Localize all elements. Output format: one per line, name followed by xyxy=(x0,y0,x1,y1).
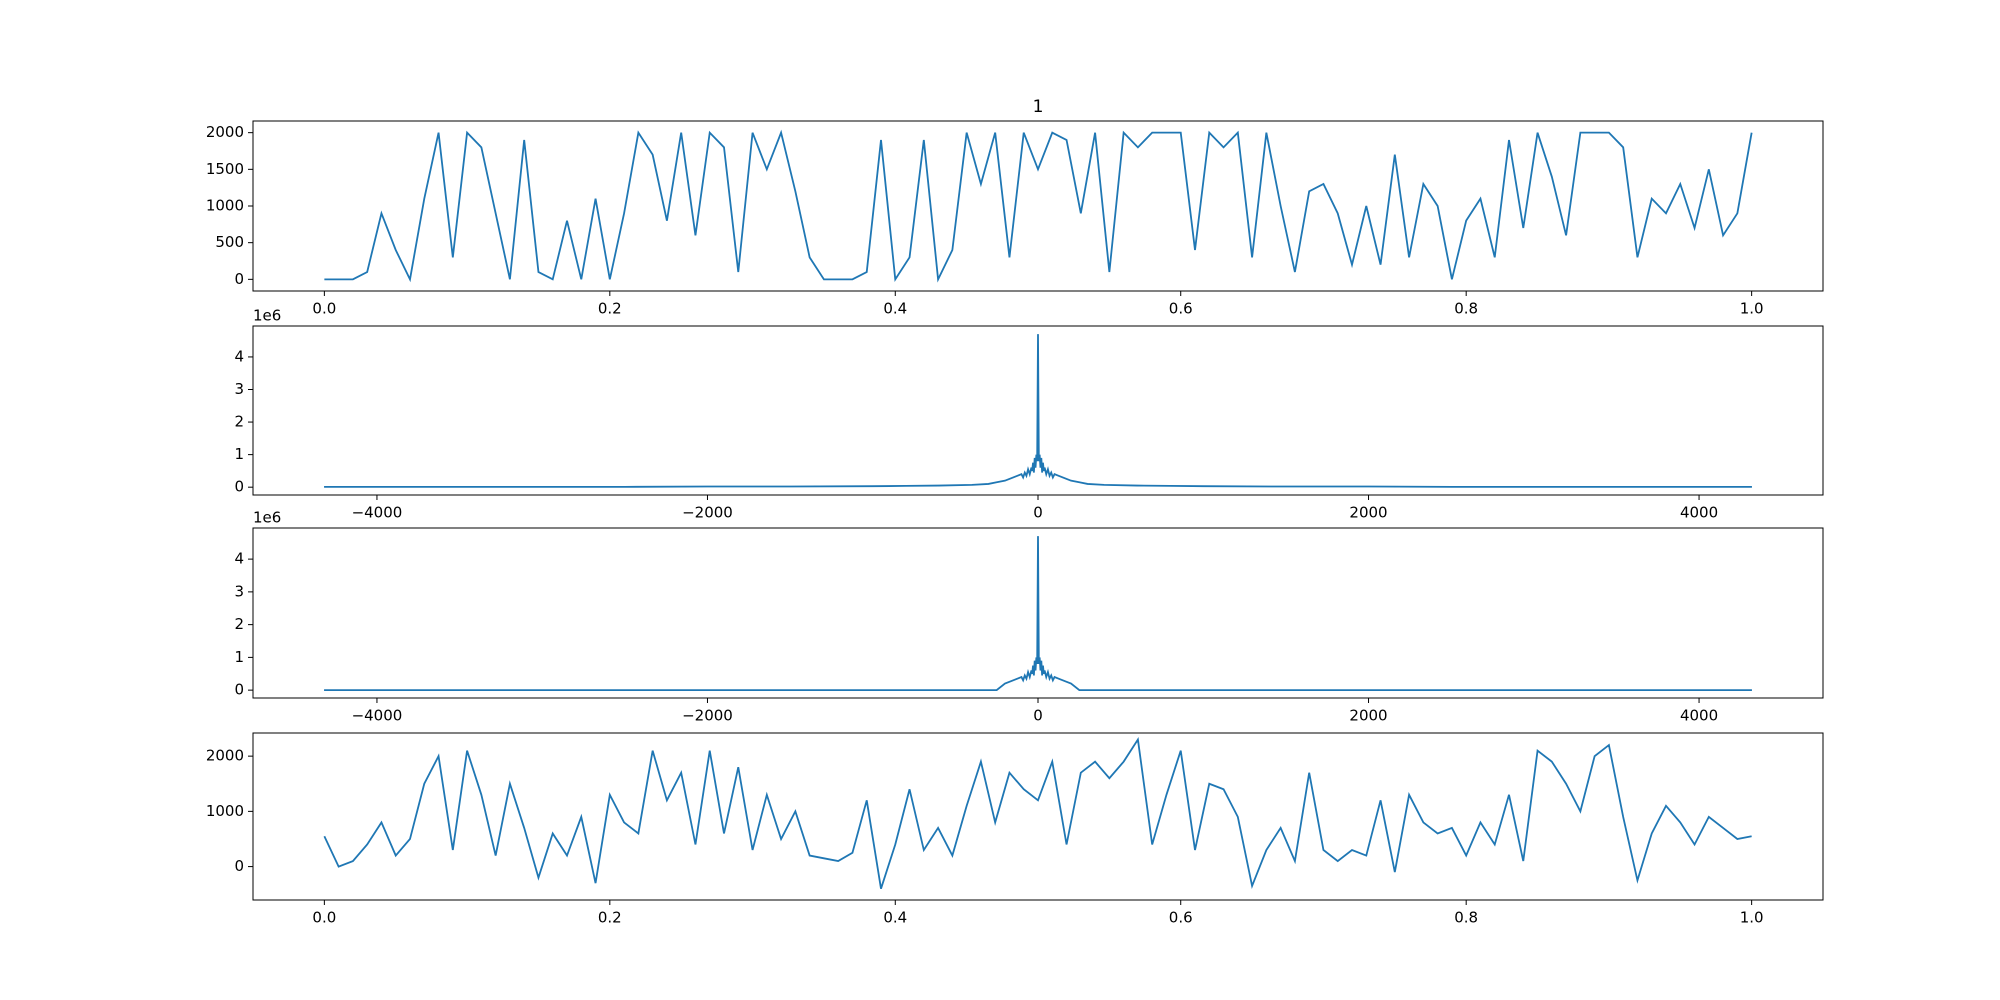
x-tick-label: 0.8 xyxy=(1454,300,1478,318)
y-tick-label: 2 xyxy=(234,615,244,633)
chart-title: 1 xyxy=(1033,97,1044,117)
y-tick-label: 500 xyxy=(215,233,244,251)
x-tick-label: 0.2 xyxy=(598,909,622,927)
y-tick-label: 4 xyxy=(234,550,244,568)
data-line xyxy=(324,129,1753,283)
subplot: 1 0.0 0.2 0.4 0.6 0.8 1.0 0 500 1000 1500 2000 xyxy=(206,97,1824,318)
x-tick-label: 0.6 xyxy=(1169,300,1193,318)
data-line xyxy=(324,334,1752,488)
subplot: 1e6 −4000 −2000 0 2000 4000 0 1 2 3 4 xyxy=(234,509,1824,725)
y-tick-label: 1000 xyxy=(206,197,244,215)
axes-frame xyxy=(252,732,1824,901)
x-tick-label: 0.8 xyxy=(1454,909,1478,927)
x-tick-label: 2000 xyxy=(1349,707,1387,725)
x-tick-label: 0.4 xyxy=(883,300,907,318)
data-line xyxy=(323,737,1752,890)
x-tick-label: 0.2 xyxy=(598,300,622,318)
subplot: 0.0 0.2 0.4 0.6 0.8 1.0 0 1000 2000 xyxy=(206,732,1824,927)
offset-text: 1e6 xyxy=(253,307,281,325)
y-tick-label: 4 xyxy=(234,347,244,365)
y-tick-label: 2000 xyxy=(206,747,244,765)
x-tick-label: 0 xyxy=(1033,504,1043,522)
x-tick-label: 1.0 xyxy=(1740,300,1764,318)
x-tick-label: 0 xyxy=(1033,707,1043,725)
y-tick-label: 2000 xyxy=(206,123,244,141)
axes-frame xyxy=(252,120,1824,292)
y-tick-label: 1 xyxy=(234,445,244,463)
x-tick-label: 0.0 xyxy=(312,909,336,927)
x-tick-label: 0.0 xyxy=(312,300,336,318)
data-line xyxy=(324,536,1752,692)
x-tick-label: 0.6 xyxy=(1169,909,1193,927)
axes-frame xyxy=(252,527,1824,699)
subplot: 1e6 −4000 −2000 0 2000 4000 0 1 2 3 4 xyxy=(234,307,1824,522)
y-tick-label: 1 xyxy=(234,648,244,666)
x-tick-label: −4000 xyxy=(352,504,403,522)
y-tick-label: 0 xyxy=(234,681,244,699)
y-tick-label: 2 xyxy=(234,413,244,431)
y-tick-label: 0 xyxy=(234,857,244,875)
y-tick-label: 3 xyxy=(234,380,244,398)
y-tick-label: 0 xyxy=(234,478,244,496)
offset-text: 1e6 xyxy=(253,509,281,527)
x-tick-label: 4000 xyxy=(1680,707,1718,725)
axes-frame xyxy=(252,325,1824,496)
x-tick-label: −2000 xyxy=(682,504,733,522)
x-tick-label: 2000 xyxy=(1349,504,1387,522)
y-tick-label: 3 xyxy=(234,582,244,600)
x-tick-label: −2000 xyxy=(682,707,733,725)
y-tick-label: 0 xyxy=(234,270,244,288)
x-tick-label: 1.0 xyxy=(1740,909,1764,927)
x-tick-label: 0.4 xyxy=(883,909,907,927)
y-tick-label: 1500 xyxy=(206,160,244,178)
x-tick-label: −4000 xyxy=(352,707,403,725)
x-tick-label: 4000 xyxy=(1680,504,1718,522)
y-tick-label: 1000 xyxy=(206,802,244,820)
